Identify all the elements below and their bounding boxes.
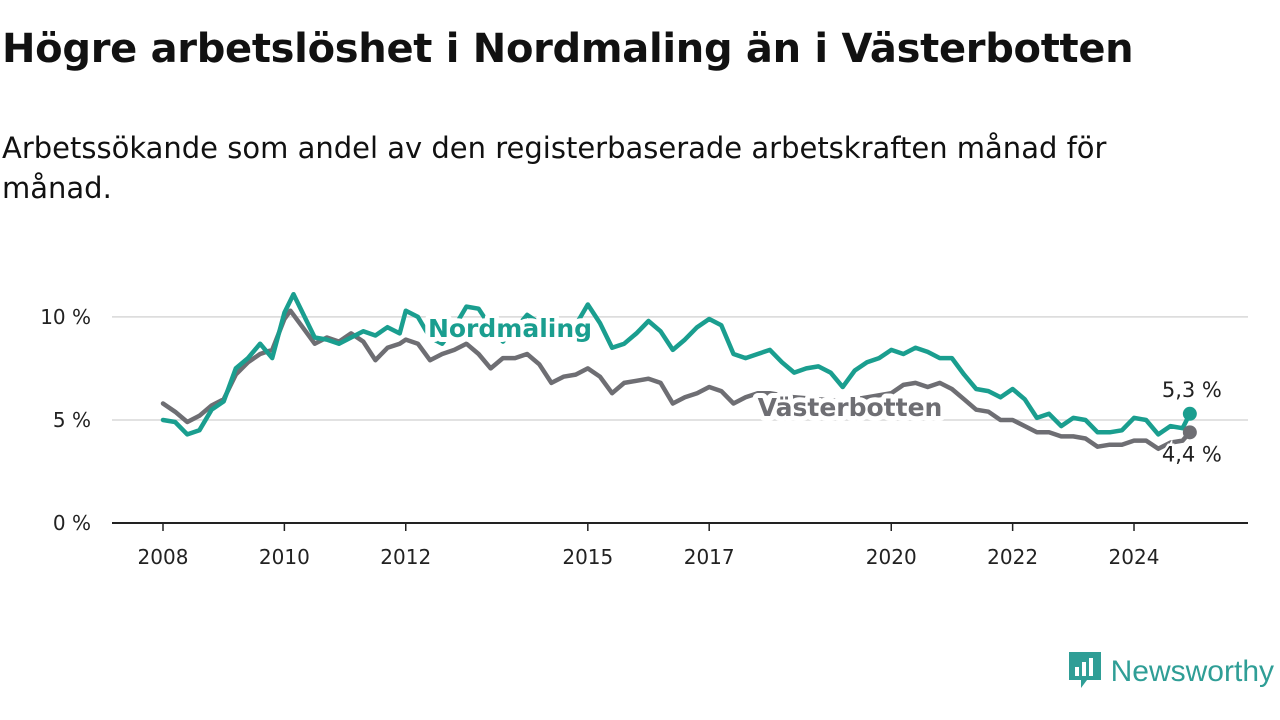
series-line-nordmaling <box>160 291 1193 437</box>
labels-layer: 5,3 % 4,4 % Nordmaling Västerbotten <box>423 309 1224 469</box>
end-value-label: 4,4 % <box>1162 442 1222 466</box>
end-value-label: 5,3 % <box>1162 378 1222 402</box>
x-tick-label: 2012 <box>380 545 431 569</box>
x-tick-label: 2024 <box>1109 545 1160 569</box>
newsworthy-brand: Newsworthy <box>1067 650 1274 694</box>
end-point-marker <box>1182 425 1197 440</box>
y-tick-label: 10 % <box>40 305 91 329</box>
x-tick-label: 2010 <box>259 545 310 569</box>
brand-name: Newsworthy <box>1110 655 1274 688</box>
newsworthy-chart-logo-icon <box>1067 650 1103 694</box>
y-tick-label: 0 % <box>53 511 91 535</box>
series-line-västerbotten <box>160 308 1193 452</box>
chart-title: Högre arbetslöshet i Nordmaling än i Väs… <box>2 26 1134 72</box>
chart-subtitle: Arbetssökande som andel av den registerb… <box>2 131 1107 205</box>
series-name-label: Västerbotten <box>758 393 943 422</box>
series-layer <box>160 291 1197 452</box>
x-tick-label: 2017 <box>684 545 735 569</box>
x-tick-label: 2008 <box>138 545 189 569</box>
x-tick-label: 2022 <box>987 545 1038 569</box>
x-axis: 2008 2010 2012 2015 2017 2020 2022 2024 <box>112 522 1248 569</box>
end-point-marker <box>1182 406 1197 421</box>
y-tick-label: 5 % <box>53 408 91 432</box>
gridlines: 0 % 5 % 10 % <box>40 305 1248 535</box>
x-tick-label: 2020 <box>866 545 917 569</box>
x-tick-label: 2015 <box>562 545 613 569</box>
series-name-label: Nordmaling <box>428 314 592 343</box>
